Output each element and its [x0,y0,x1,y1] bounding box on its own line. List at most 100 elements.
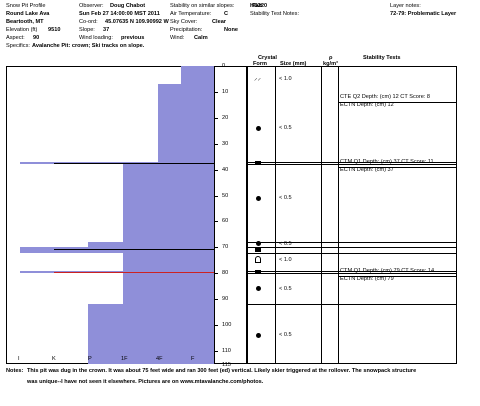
divider-rho-stab [338,66,339,364]
layer-boundary [247,242,457,244]
crystal-header: Crystal [258,55,277,61]
depth-tick-mark [214,117,218,119]
depth-tick-mark [214,66,218,67]
header-value: C [224,11,229,17]
rounded-grain-icon [256,286,261,292]
depth-tick-label: 40 [222,166,229,173]
header-label: Air Temperature: [170,11,212,17]
header-label: Aspect: [6,35,25,41]
stability-test-divider [338,275,457,277]
hardness-layer [88,304,214,364]
layer-boundary [247,161,457,163]
header-value: Avalanche Pit: crown; Ski tracks on slop… [32,43,145,49]
header-value: Doug Chabot [110,3,146,9]
crystal-size: < 0.5 [279,285,292,292]
header-label: 72-79: Problematic Layer [390,11,457,17]
depth-tick-label: 50 [222,192,229,199]
stability-test-result: ECTN Depth: (cm) 12 [340,102,394,109]
notes-label: Notes: [6,368,24,374]
depth-tick-mark [214,273,218,275]
header-label: Beartooth, MT [6,19,44,25]
depth-tick-label: 60 [222,218,229,225]
weak-layer-line [54,271,214,273]
layer-boundary [247,273,457,275]
hardness-tick: 1F [121,356,128,362]
depth-tick-mark [214,221,218,223]
depth-tick-label: 30 [222,140,229,147]
depth-tick-label: 20 [222,114,229,121]
depth-tick-mark [214,91,218,93]
stability-test-divider [338,102,457,104]
hardness-layer [123,164,214,243]
hardness-layer [181,66,214,85]
rounded-grain-icon [256,332,261,338]
rho-unit-header: kg/m³ [323,61,338,67]
hardness-tick: F [191,356,195,362]
rho-header: ρ [329,55,333,61]
header-label: Elevation (ft) [6,27,38,33]
header-label: Stability on similar slopes: [170,3,235,9]
depth-axis [214,66,247,364]
depth-tick-label: 10 [222,88,229,95]
header-label: Slope: [79,27,95,33]
header-label: Wind loading: [79,35,113,41]
header-label: Specifics: [6,43,30,49]
header-label: Co-ord: [79,19,98,25]
header-label: Sky Cover: [170,19,198,25]
form-header: Form [253,61,267,67]
header-label: Snow Pit Profile [6,3,46,9]
header-value: Calm [194,35,208,41]
hardness-layer [158,84,214,162]
header-label: Layer notes: [390,3,421,9]
rounded-grain-icon [256,125,261,131]
depth-tick-mark [214,195,218,197]
size-header: Size (mm) [280,61,307,67]
depth-tick-mark [214,247,218,249]
header-label: HS220 [250,3,268,9]
stability-test-result: CTE Q2 Depth: (cm) 12 CT Score: 8 [340,94,431,101]
divider-size-rho [321,66,322,364]
layer-boundary [247,304,457,306]
faceted-grain-icon [255,270,261,274]
crystal-size: < 1.0 [279,257,292,264]
weak-layer-line [54,249,214,251]
divider-form-size [275,66,276,364]
header-value: None [224,27,238,33]
hardness-layer [88,242,214,248]
faceted-grain-icon [255,161,261,166]
faceted-grain-icon [255,247,261,252]
header-value: 90 [33,35,40,41]
depth-tick-mark [214,143,218,145]
depth-bottom-label: 115 [222,362,231,368]
crystal-size: < 0.5 [279,240,292,247]
profile-table [247,66,457,364]
notes-text-2: was unique--I have not seen it elsewhere… [27,379,264,385]
depth-tick-mark [214,351,218,353]
header-value: 9510 [48,27,61,33]
crystal-size: < 0.5 [279,195,292,202]
depth-tick-label: 90 [222,296,229,303]
depth-hoar-icon [255,256,261,264]
depth-tick-label: 80 [222,270,229,277]
stability-test-result: CTM Q1 Depth: (cm) 37 CT Score: 11 [340,158,434,165]
hardness-tick: P [88,356,92,362]
precip-particle-icon: ⸝⸝ [254,74,261,82]
header-label: Stability Test Notes: [250,11,300,17]
header-label: Round Lake Ava [6,11,50,17]
hardness-tick: K [52,356,56,362]
stability-test-divider [338,166,457,168]
depth-tick-mark [214,325,218,327]
stability-test-result: CTM Q1 Depth: (cm) 79 CT Score: 14 [340,267,435,274]
header-value: 37 [103,27,110,33]
hardness-layer [123,252,214,271]
stability-test-result: ECTN Depth: (cm) 79 [340,275,394,282]
depth-tick-label: 0 [222,63,226,69]
weak-layer-line [54,162,214,164]
depth-tick-label: 110 [222,348,231,355]
rounded-grain-icon [256,195,261,201]
stability-test-result: ECTN Depth: (cm) 37 [340,166,394,173]
layer-boundary [247,247,457,249]
layer-boundary [247,270,457,272]
depth-tick-label: 70 [222,244,229,251]
hardness-tick: I [18,356,20,362]
